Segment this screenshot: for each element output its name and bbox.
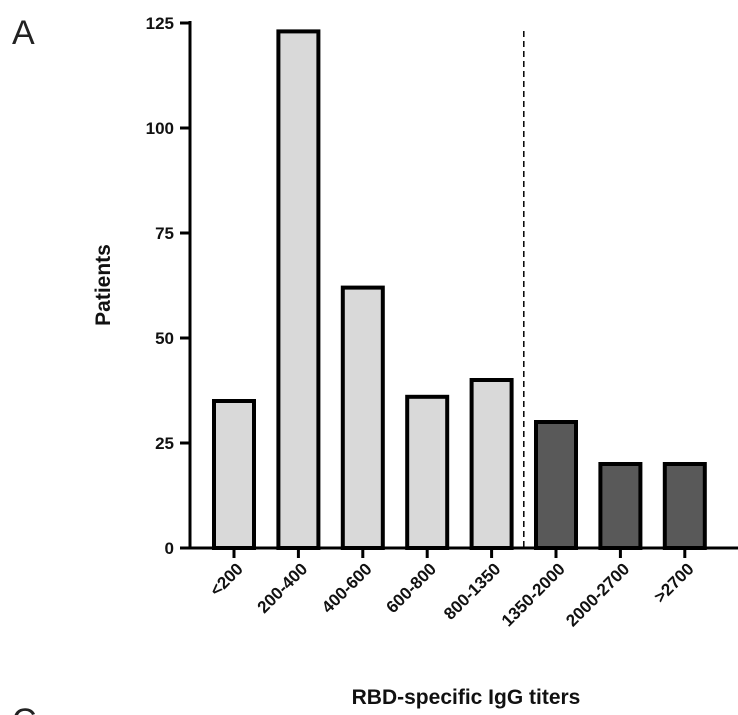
x-tick-label: 800-1350	[440, 559, 504, 623]
y-tick-label: 25	[155, 434, 174, 453]
bar-2	[340, 285, 385, 550]
bar-1	[276, 29, 321, 550]
bar-7	[662, 462, 707, 550]
y-tick-label: 125	[146, 14, 174, 33]
bar-5	[534, 420, 578, 550]
bar-0	[212, 399, 256, 550]
y-tick-label: 100	[146, 119, 174, 138]
x-axis-title: RBD-specific IgG titers	[352, 686, 581, 709]
y-axis-title: Patients	[92, 244, 115, 326]
y-axis: 0 25 50 75 100 125	[146, 14, 192, 558]
x-axis: <200 200-400 400-600 600-800 800-13501350-20…	[188, 546, 738, 630]
x-tick-label: 400-600	[318, 559, 376, 617]
next-panel-label: C	[12, 702, 37, 715]
bar-6	[598, 462, 643, 550]
x-tick-label: <200	[206, 559, 247, 600]
bar-3	[405, 394, 450, 550]
x-tick-label: 600-800	[382, 559, 440, 617]
bar-4	[469, 378, 514, 550]
x-tick-label: 200-400	[254, 559, 312, 617]
y-tick-label: 0	[165, 539, 174, 558]
y-tick-label: 50	[155, 329, 174, 348]
x-tick-label: >2700	[650, 559, 697, 606]
y-tick-label: 75	[155, 224, 174, 243]
panel-label: A	[12, 14, 35, 52]
x-tick-label: 2000-2700	[562, 559, 633, 630]
bars	[212, 29, 707, 550]
x-tick-label: 1350-2000	[498, 559, 569, 630]
